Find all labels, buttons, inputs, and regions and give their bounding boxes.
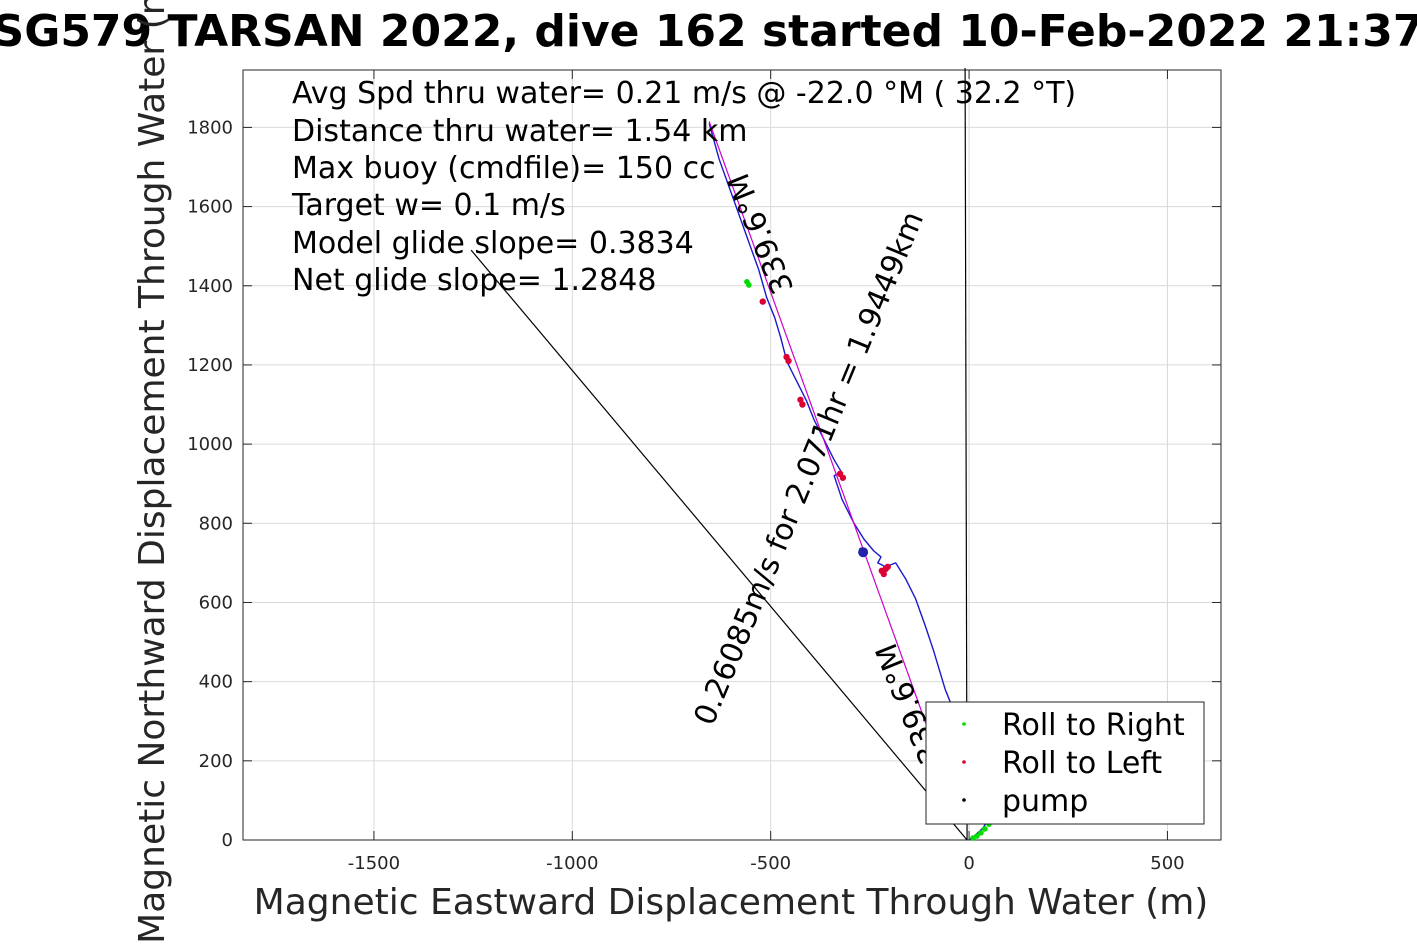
x-tick-label: -500 <box>750 853 791 874</box>
y-tick-label: 0 <box>222 830 233 851</box>
x-axis-label: Magnetic Eastward Displacement Through W… <box>254 882 1209 923</box>
roll-left-point <box>878 567 885 574</box>
legend-pump: pump <box>1002 784 1088 819</box>
annotation-model-glide-slope: Model glide slope= 0.3834 <box>292 226 694 261</box>
y-tick-label: 1600 <box>187 197 233 218</box>
annotation-target-w: Target w= 0.1 m/s <box>291 188 566 223</box>
y-tick-label: 200 <box>199 751 233 772</box>
roll-left-point <box>759 298 766 305</box>
pump-marker <box>858 547 869 558</box>
legend-roll-left-marker <box>962 760 966 764</box>
legend-roll-right-marker <box>962 722 966 726</box>
data-series <box>470 68 994 841</box>
legend-roll-left: Roll to Left <box>1002 746 1162 781</box>
roll-left-point <box>797 396 804 403</box>
heading-label-top: 339.6°M <box>721 168 801 299</box>
roll-right-point <box>982 826 988 832</box>
y-tick-label: 600 <box>199 592 233 613</box>
x-tick-label: -1500 <box>348 853 400 874</box>
roll-left-point <box>884 563 891 571</box>
roll-right-point <box>978 830 984 836</box>
axis-ticks: -1500 -1000 -500 0 500 0 200 400 600 800 1000 1200 1… <box>187 70 1221 874</box>
annotation-net-glide-slope: Net glide slope= 1.2848 <box>292 263 656 298</box>
roll-left-point <box>783 353 790 361</box>
legend-pump-marker <box>962 798 966 802</box>
y-axis-label: Magnetic Northward Displacement Through … <box>132 0 173 944</box>
plot-area-frame <box>242 69 1222 841</box>
annotation-avg-speed: Avg Spd thru water= 0.21 m/s @ -22.0 °M … <box>292 76 1076 111</box>
x-tick-label: -1000 <box>546 853 598 874</box>
y-tick-label: 1800 <box>187 117 233 138</box>
y-tick-label: 1400 <box>187 276 233 297</box>
legend: Roll to Right Roll to Left pump <box>925 701 1205 825</box>
x-tick-label: 0 <box>963 853 974 874</box>
chart-title: SG579 TARSAN 2022, dive 162 started 10-F… <box>0 6 1417 57</box>
vector-line <box>470 249 968 841</box>
y-tick-label: 400 <box>199 672 233 693</box>
roll-left-point <box>836 470 844 478</box>
roll-right-point <box>746 282 752 288</box>
roll-right-point <box>974 833 980 839</box>
trend-line <box>708 121 930 734</box>
annotation-distance: Distance thru water= 1.54 km <box>292 114 747 149</box>
legend-box <box>925 701 1205 825</box>
x-tick-label: 500 <box>1150 853 1184 874</box>
y-tick-label: 800 <box>199 513 233 534</box>
legend-roll-right: Roll to Right <box>1002 708 1185 743</box>
annotation-max-buoy: Max buoy (cmdfile)= 150 cc <box>292 151 716 186</box>
y-tick-label: 1000 <box>187 434 233 455</box>
y-tick-label: 1200 <box>187 355 233 376</box>
